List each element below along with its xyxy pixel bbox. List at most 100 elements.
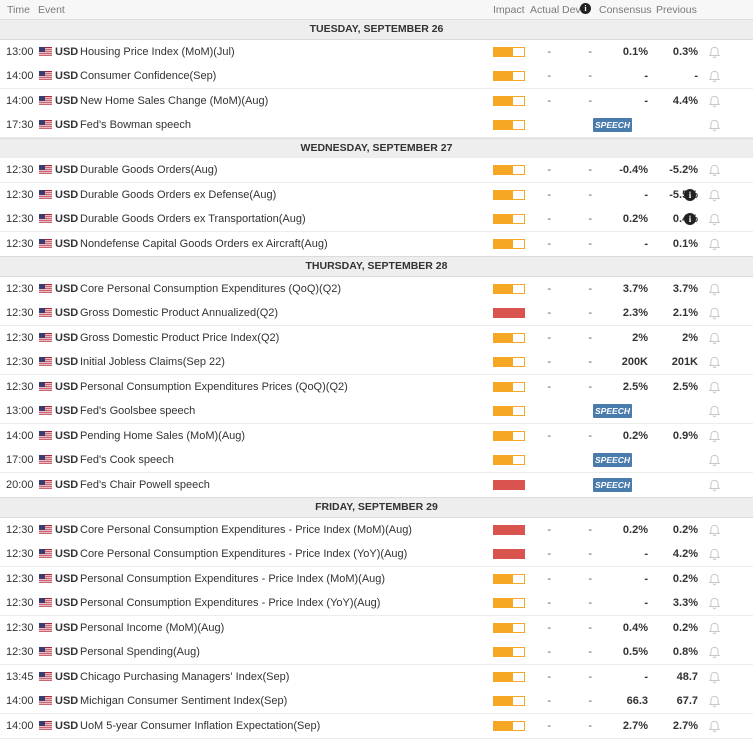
event-name[interactable]: Fed's Bowman speech — [80, 119, 191, 131]
event-actual: - — [547, 95, 551, 107]
info-icon[interactable]: i — [580, 3, 591, 14]
event-name[interactable]: Personal Consumption Expenditures - Pric… — [80, 597, 381, 609]
bell-icon[interactable] — [708, 671, 721, 684]
event-name[interactable]: Core Personal Consumption Expenditures -… — [80, 524, 412, 536]
event-name[interactable]: Consumer Confidence(Sep) — [80, 70, 217, 82]
event-row[interactable]: 12:30 USD Personal Spending(Aug) - - 0.5% 0.8% — [0, 640, 753, 665]
bell-icon[interactable] — [708, 189, 721, 202]
event-row[interactable]: 12:30 USD Durable Goods Orders ex Defense(… — [0, 183, 753, 208]
event-name[interactable]: Personal Consumption Expenditures - Pric… — [80, 573, 386, 585]
impact-medium-bar — [493, 165, 525, 175]
header-impact[interactable]: Impact — [493, 4, 525, 16]
event-row[interactable]: 12:30 USD Core Personal Consumption Expend… — [0, 542, 753, 567]
event-row[interactable]: 12:30 USD Personal Consumption Expenditure… — [0, 591, 753, 616]
event-time: 13:00 — [6, 46, 34, 58]
event-currency: USD — [55, 95, 79, 107]
event-row[interactable]: 12:30 USD Personal Consumption Expenditure… — [0, 375, 753, 400]
event-actual: - — [547, 548, 551, 560]
info-icon[interactable]: i — [684, 213, 696, 225]
bell-icon[interactable] — [708, 597, 721, 610]
event-name[interactable]: Fed's Cook speech — [80, 454, 174, 466]
header-dev[interactable]: Dev — [562, 4, 581, 16]
event-row[interactable]: 12:30 USD Gross Domestic Product Price Ind… — [0, 326, 753, 351]
event-name[interactable]: Pending Home Sales (MoM)(Aug) — [80, 430, 246, 442]
bell-icon[interactable] — [708, 646, 721, 659]
event-name[interactable]: Durable Goods Orders ex Defense(Aug) — [80, 189, 277, 201]
bell-icon[interactable] — [708, 356, 721, 369]
event-dev: - — [588, 356, 592, 368]
event-actual: - — [547, 646, 551, 658]
bell-icon[interactable] — [708, 405, 721, 418]
bell-icon[interactable] — [708, 332, 721, 345]
bell-icon[interactable] — [708, 307, 721, 320]
event-row[interactable]: 14:00 USD Consumer Confidence(Sep) - - - - — [0, 64, 753, 89]
event-name[interactable]: Initial Jobless Claims(Sep 22) — [80, 356, 225, 368]
event-dev: - — [588, 164, 592, 176]
event-row[interactable]: 17:00 USD Fed's Cook speech SPEECH — [0, 448, 753, 473]
bell-icon[interactable] — [708, 720, 721, 733]
event-row[interactable]: 12:30 USD Core Personal Consumption Expend… — [0, 518, 753, 543]
event-name[interactable]: Durable Goods Orders ex Transportation(A… — [80, 213, 306, 225]
event-row[interactable]: 13:00 USD Fed's Goolsbee speech SPEECH — [0, 399, 753, 424]
bell-icon[interactable] — [708, 573, 721, 586]
event-row[interactable]: 14:00 USD UoM 5-year Consumer Inflation Ex… — [0, 714, 753, 739]
bell-icon[interactable] — [708, 622, 721, 635]
us-flag-icon — [39, 382, 52, 391]
event-name[interactable]: Housing Price Index (MoM)(Jul) — [80, 46, 235, 58]
event-row[interactable]: 13:00 USD Housing Price Index (MoM)(Jul) - -… — [0, 40, 753, 65]
bell-icon[interactable] — [708, 95, 721, 108]
bell-icon[interactable] — [708, 164, 721, 177]
bell-icon[interactable] — [708, 454, 721, 467]
header-consensus[interactable]: Consensus — [599, 4, 652, 16]
event-name[interactable]: UoM 5-year Consumer Inflation Expectatio… — [80, 720, 321, 732]
event-name[interactable]: Personal Income (MoM)(Aug) — [80, 622, 225, 634]
event-name[interactable]: Personal Consumption Expenditures Prices… — [80, 381, 348, 393]
event-name[interactable]: Gross Domestic Product Annualized(Q2) — [80, 307, 279, 319]
impact-medium-bar — [493, 190, 525, 200]
bell-icon[interactable] — [708, 430, 721, 443]
event-row[interactable]: 17:30 USD Fed's Bowman speech SPEECH — [0, 113, 753, 138]
bell-icon[interactable] — [708, 524, 721, 537]
event-name[interactable]: Personal Spending(Aug) — [80, 646, 200, 658]
impact-medium-bar — [493, 574, 525, 584]
event-row[interactable]: 12:30 USD Core Personal Consumption Expend… — [0, 277, 753, 302]
event-row[interactable]: 12:30 USD Durable Goods Orders(Aug) - - -0.4%… — [0, 158, 753, 183]
header-time[interactable]: Time — [7, 4, 30, 16]
bell-icon[interactable] — [708, 381, 721, 394]
event-row[interactable]: 14:00 USD New Home Sales Change (MoM)(Aug)… — [0, 89, 753, 114]
info-icon[interactable]: i — [684, 189, 696, 201]
bell-icon[interactable] — [708, 548, 721, 561]
bell-icon[interactable] — [708, 70, 721, 83]
event-row[interactable]: 12:30 USD Gross Domestic Product Annualize… — [0, 301, 753, 326]
bell-icon[interactable] — [708, 46, 721, 59]
header-event[interactable]: Event — [38, 4, 65, 16]
event-row[interactable]: 13:45 USD Chicago Purchasing Managers' Ind… — [0, 665, 753, 690]
event-name[interactable]: New Home Sales Change (MoM)(Aug) — [80, 95, 269, 107]
event-dev: - — [588, 695, 592, 707]
bell-icon[interactable] — [708, 283, 721, 296]
event-name[interactable]: Fed's Chair Powell speech — [80, 479, 210, 491]
bell-icon[interactable] — [708, 119, 721, 132]
event-row[interactable]: 12:30 USD Initial Jobless Claims(Sep 22) - -… — [0, 350, 753, 375]
bell-icon[interactable] — [708, 695, 721, 708]
event-row[interactable]: 14:00 USD Pending Home Sales (MoM)(Aug) - - 0… — [0, 424, 753, 449]
event-name[interactable]: Core Personal Consumption Expenditures -… — [80, 548, 408, 560]
event-name[interactable]: Core Personal Consumption Expenditures (… — [80, 283, 342, 295]
bell-icon[interactable] — [708, 238, 721, 251]
event-row[interactable]: 12:30 USD Durable Goods Orders ex Transpor… — [0, 207, 753, 232]
event-row[interactable]: 12:30 USD Personal Consumption Expenditure… — [0, 567, 753, 592]
event-name[interactable]: Fed's Goolsbee speech — [80, 405, 196, 417]
event-row[interactable]: 20:00 USD Fed's Chair Powell speech SPEECH — [0, 473, 753, 498]
event-name[interactable]: Nondefense Capital Goods Orders ex Aircr… — [80, 238, 328, 250]
bell-icon[interactable] — [708, 213, 721, 226]
event-name[interactable]: Durable Goods Orders(Aug) — [80, 164, 218, 176]
header-previous[interactable]: Previous — [656, 4, 697, 16]
event-name[interactable]: Michigan Consumer Sentiment Index(Sep) — [80, 695, 288, 707]
header-actual[interactable]: Actual — [530, 4, 560, 16]
event-row[interactable]: 14:00 USD Michigan Consumer Sentiment Inde… — [0, 689, 753, 714]
bell-icon[interactable] — [708, 479, 721, 492]
event-row[interactable]: 12:30 USD Personal Income (MoM)(Aug) - - 0.4%… — [0, 616, 753, 641]
event-name[interactable]: Gross Domestic Product Price Index(Q2) — [80, 332, 280, 344]
event-row[interactable]: 12:30 USD Nondefense Capital Goods Orders … — [0, 232, 753, 257]
event-name[interactable]: Chicago Purchasing Managers' Index(Sep) — [80, 671, 290, 683]
